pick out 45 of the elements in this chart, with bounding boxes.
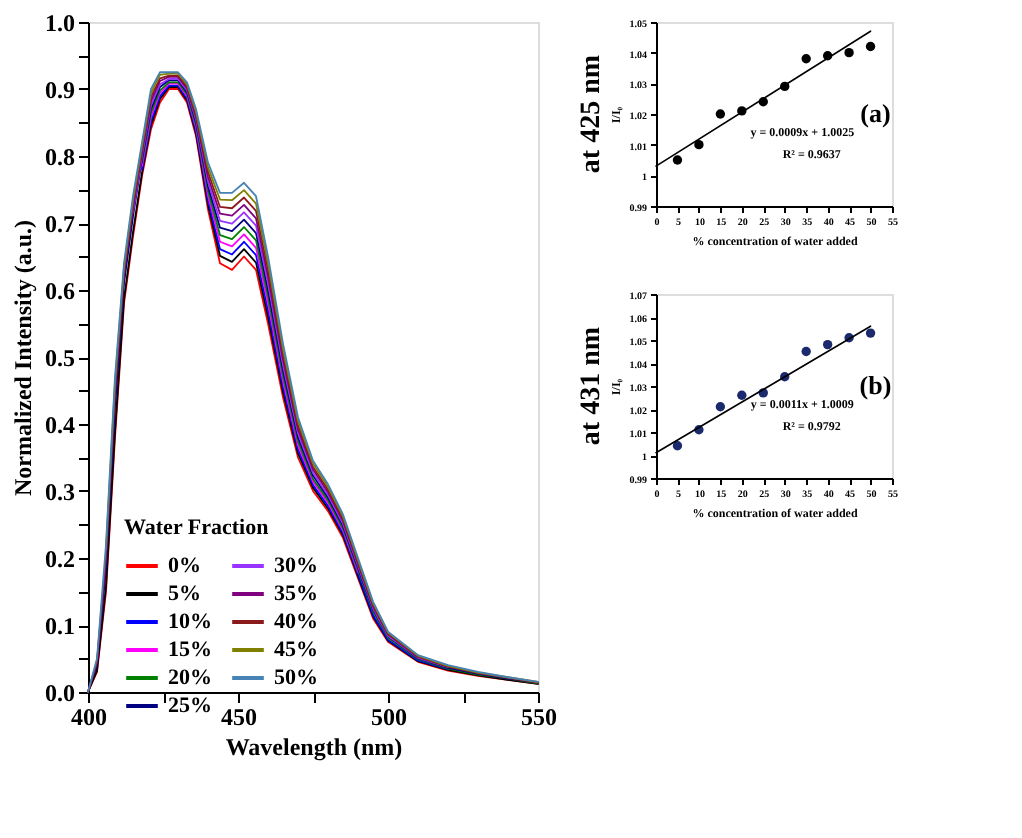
y-tick-label: 0.6 <box>45 277 75 305</box>
y-tick-label: 0.2 <box>45 545 75 573</box>
legend-label: 5% <box>168 582 201 606</box>
y-tick-label: 0.8 <box>45 143 75 171</box>
x-tick-label: 550 <box>521 703 557 731</box>
legend-label: 25% <box>168 694 212 718</box>
y-tick-label: 0.9 <box>45 76 75 104</box>
legend-label: 40% <box>274 610 318 634</box>
point <box>865 41 876 52</box>
x-tick-label: 450 <box>221 703 257 731</box>
point <box>822 339 833 350</box>
point <box>672 441 683 451</box>
y-tick-label: 1.0 <box>45 9 75 37</box>
point <box>737 390 747 400</box>
y-tick-label: 0.0 <box>45 679 75 707</box>
legend-label: 45% <box>274 638 318 662</box>
y-axis-title: Normalized Intensity (a.u.) <box>9 220 37 496</box>
x-axis-title: Wavelength (nm) <box>225 733 403 761</box>
point <box>865 328 876 338</box>
point <box>694 139 704 150</box>
legend-label: 35% <box>274 582 318 606</box>
point <box>844 47 854 58</box>
legend-label: 50% <box>274 666 318 690</box>
legend-label: 15% <box>168 638 212 662</box>
point <box>715 109 726 119</box>
legend-label: 30% <box>274 554 318 578</box>
point <box>672 155 683 165</box>
annotation: (a) <box>860 98 891 128</box>
y-tick-label: 0.7 <box>45 210 75 238</box>
x-tick-label: 400 <box>71 703 107 731</box>
text: at 425 nm <box>576 54 607 174</box>
text: at 431 nm <box>576 326 607 446</box>
x-tick-label: 500 <box>371 703 407 731</box>
point <box>801 346 811 357</box>
annotation: (b) <box>859 370 892 400</box>
legend-label: 0% <box>168 554 201 578</box>
legend-label: 20% <box>168 666 212 690</box>
y-tick-label: 0.5 <box>45 344 75 372</box>
y-tick-label: 0.3 <box>45 478 75 506</box>
y-tick-label: 0.1 <box>45 612 75 640</box>
point <box>715 402 726 412</box>
legend-title: Water Fraction <box>124 516 269 540</box>
point <box>801 54 811 64</box>
y-tick-label: 0.4 <box>45 411 75 439</box>
legend-label: 10% <box>168 610 212 634</box>
